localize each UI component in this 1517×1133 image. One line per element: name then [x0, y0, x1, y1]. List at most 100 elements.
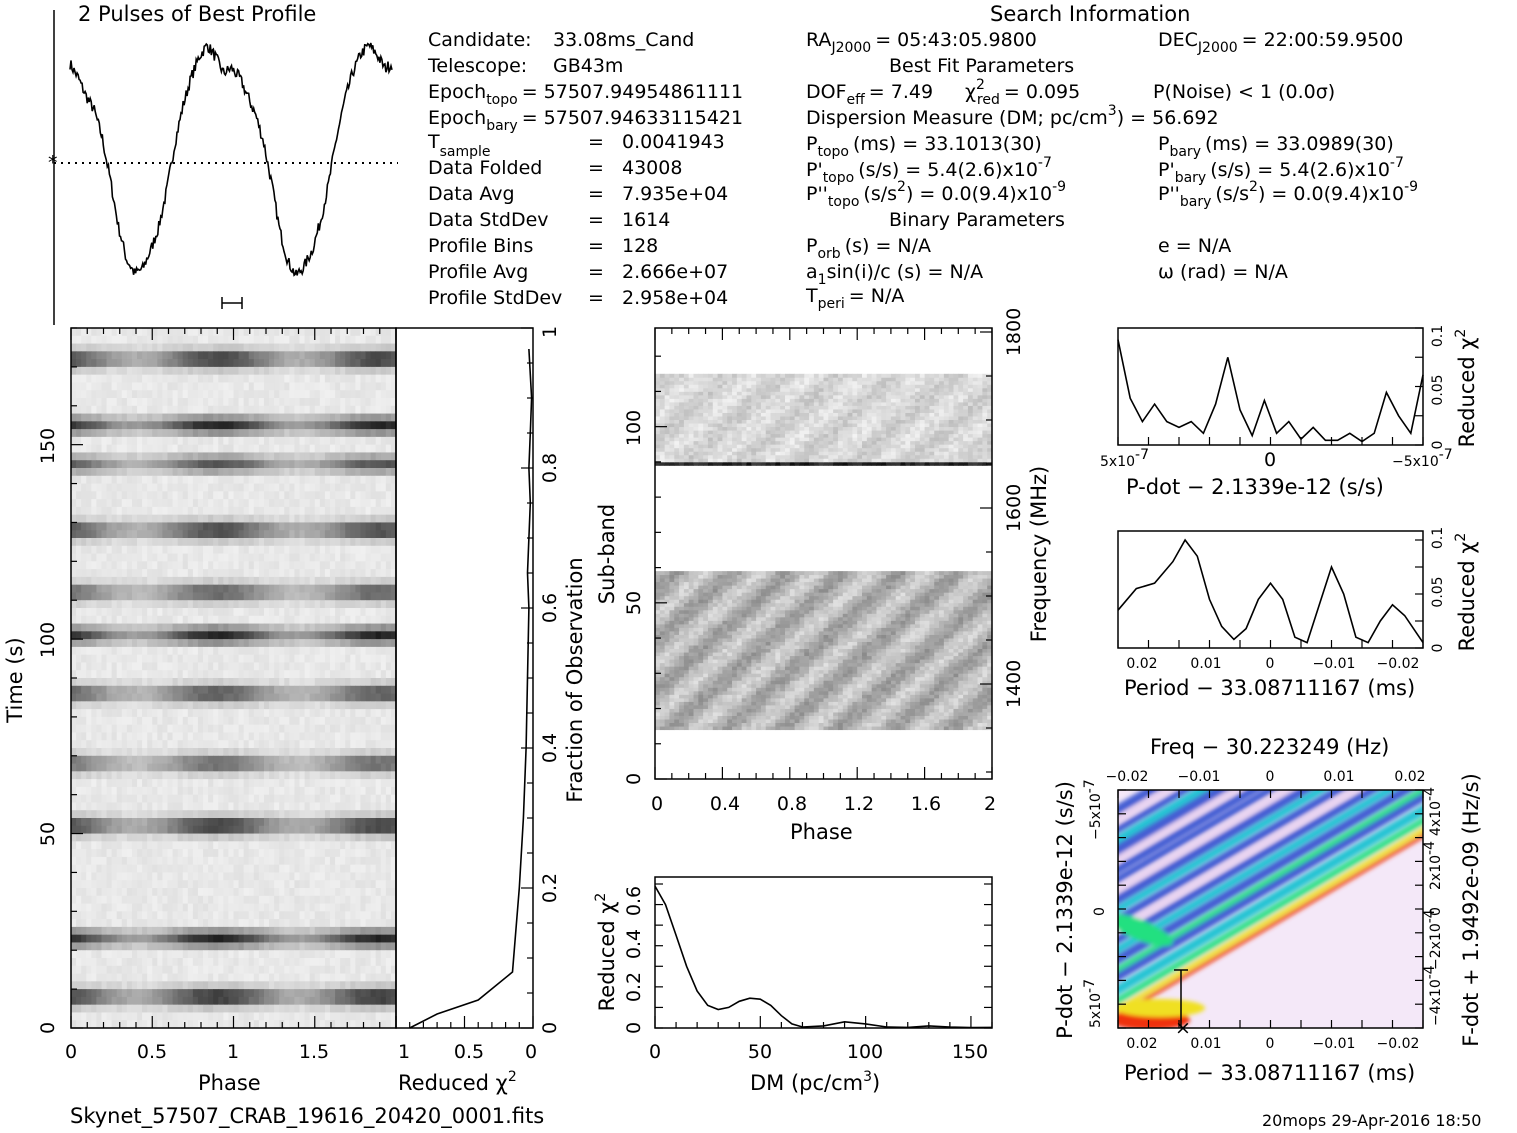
- tp-cell: [116, 366, 123, 376]
- tp-cell: [390, 678, 397, 687]
- tp-cell: [233, 654, 239, 663]
- tp-cell: [96, 561, 102, 570]
- tp-cell: [91, 825, 97, 834]
- tp-cell: [142, 849, 148, 858]
- tp-cell: [329, 654, 336, 663]
- tp-cell: [314, 444, 321, 453]
- tp-cell: [187, 351, 194, 360]
- tp-cell: [340, 615, 346, 624]
- tp-cell: [71, 903, 77, 912]
- tp-cell: [335, 436, 341, 446]
- tp-cell: [81, 328, 87, 337]
- tp-cell: [182, 553, 189, 562]
- tp-cell: [192, 600, 199, 609]
- tp-cell: [167, 569, 173, 578]
- tp-cell: [284, 351, 290, 360]
- tp-cell: [121, 825, 128, 834]
- tp-cell: [335, 849, 341, 858]
- tp-cell: [96, 615, 102, 624]
- tp-cell: [380, 475, 387, 484]
- tp-cell: [111, 888, 118, 897]
- tp-cell: [131, 919, 138, 928]
- tp-cell: [126, 374, 133, 383]
- tp-cell: [309, 919, 316, 928]
- tp-cell: [263, 584, 270, 593]
- tp-cell: [142, 475, 148, 484]
- tp-cell: [142, 538, 148, 547]
- tp-cell: [157, 693, 163, 702]
- tp-cell: [309, 382, 316, 391]
- tp-cell: [131, 709, 138, 718]
- tp-cell: [86, 608, 92, 617]
- tp-cell: [299, 421, 305, 430]
- tp-cell: [76, 374, 82, 383]
- tp-cell: [187, 615, 194, 624]
- tp-cell: [223, 553, 229, 562]
- tp-cell: [248, 724, 255, 733]
- tp-cell: [375, 506, 382, 516]
- tp-cell: [192, 335, 199, 344]
- tp-cell: [86, 576, 92, 586]
- tp-cell: [182, 359, 189, 368]
- tp-cell: [213, 398, 219, 407]
- tp-cell: [152, 374, 158, 383]
- tp-cell: [213, 343, 219, 352]
- tp-cell: [345, 771, 351, 780]
- tp-cell: [304, 506, 311, 516]
- tp-cell: [350, 522, 356, 531]
- tp-cell: [213, 452, 219, 461]
- tp-cell: [152, 911, 158, 920]
- tp-cell: [238, 755, 245, 764]
- tp-cell: [284, 468, 290, 477]
- tp-cell: [279, 693, 285, 702]
- tp-cell: [350, 584, 356, 593]
- tp-cell: [147, 786, 153, 796]
- tp-cell: [329, 475, 336, 484]
- tp-cell: [304, 576, 311, 586]
- tp-cell: [182, 631, 189, 640]
- tp-cell: [340, 833, 346, 842]
- tp-cell: [238, 802, 245, 811]
- tp-cell: [269, 903, 275, 912]
- tp-cell: [177, 709, 184, 718]
- tp-cell: [360, 763, 366, 772]
- tp-cell: [91, 763, 97, 772]
- tp-cell: [152, 615, 158, 624]
- tp-cell: [81, 623, 87, 632]
- tp-cell: [208, 600, 214, 609]
- tp-cell: [86, 530, 92, 539]
- tp-cell: [142, 421, 148, 430]
- tp-cell: [147, 810, 153, 819]
- tp-cell: [355, 864, 361, 873]
- tp-cell: [172, 421, 179, 430]
- tp-cell: [162, 499, 168, 508]
- tp-cell: [187, 374, 194, 383]
- tp-cell: [289, 475, 295, 484]
- tp-cell: [167, 646, 173, 656]
- tp-cell: [238, 359, 245, 368]
- tp-cell: [324, 895, 331, 904]
- tp-cell: [223, 429, 229, 438]
- tp-cell: [203, 553, 209, 562]
- tp-cell: [187, 359, 194, 368]
- tp-cell: [279, 724, 285, 733]
- tp-cell: [106, 390, 113, 399]
- tp-cell: [162, 662, 168, 671]
- tp-cell: [304, 592, 311, 601]
- profile-mean-marker: *: [48, 152, 58, 174]
- tp-cell: [238, 506, 245, 516]
- tp-cell: [329, 911, 336, 920]
- tp-cell: [340, 569, 346, 578]
- tp-cell: [238, 833, 245, 842]
- tp-cell: [340, 646, 346, 656]
- tp-cell: [71, 576, 77, 586]
- tp-cell: [345, 903, 351, 912]
- tp-cell: [279, 872, 285, 881]
- tp-cell: [289, 919, 295, 928]
- tp-cell: [299, 600, 305, 609]
- tp-cell: [248, 786, 255, 796]
- tp-cell: [360, 771, 366, 780]
- tp-cell: [81, 514, 87, 523]
- tp-cell: [147, 553, 153, 562]
- tp-cell: [121, 343, 128, 352]
